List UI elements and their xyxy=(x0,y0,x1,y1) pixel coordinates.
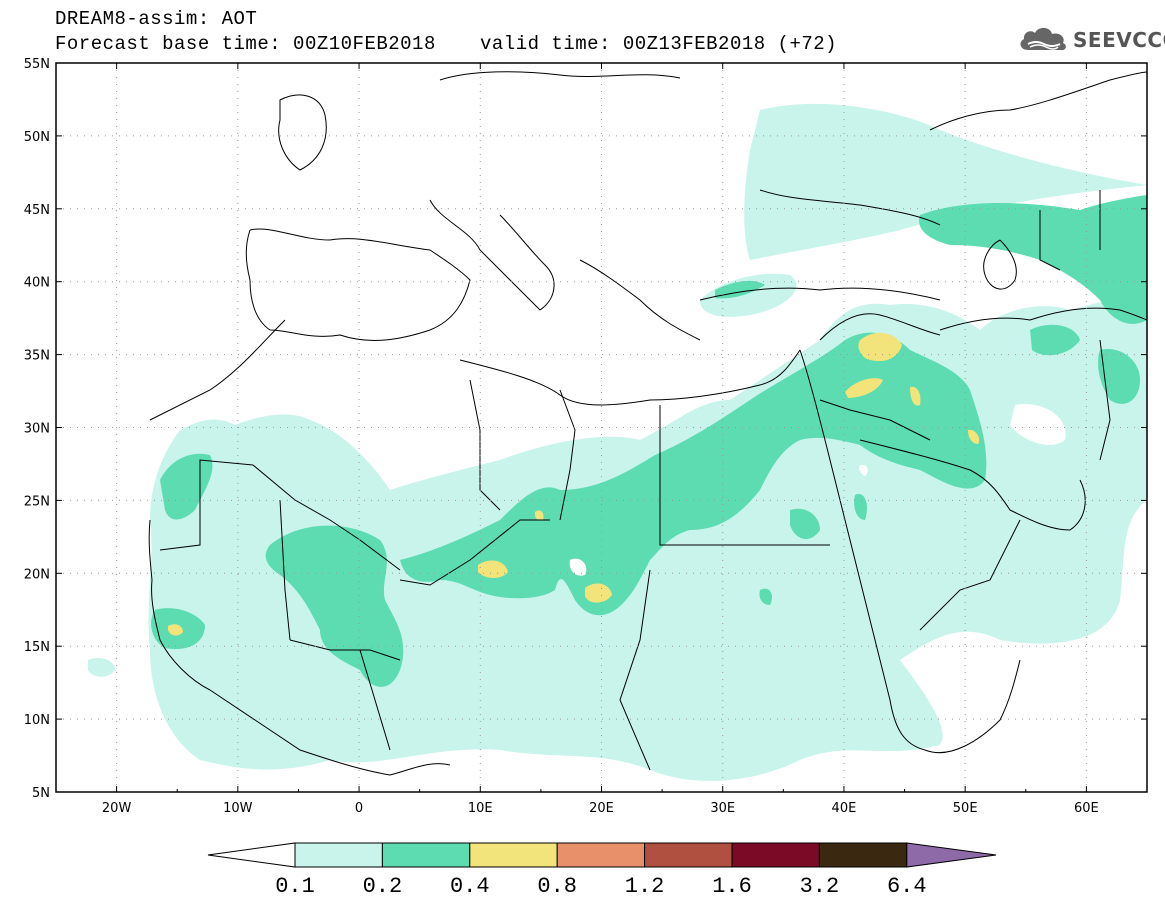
lat-label: 30N xyxy=(24,422,50,437)
colorbar-over-arrow xyxy=(906,842,997,868)
lon-label: 50E xyxy=(953,801,978,816)
lon-label: 30E xyxy=(710,801,735,816)
colorbar-box xyxy=(818,842,908,868)
lat-label: 35N xyxy=(24,349,50,364)
lon-label: 20W xyxy=(102,801,132,816)
cloud-icon xyxy=(1020,27,1066,51)
lat-label: 40N xyxy=(24,276,50,291)
lon-label: 10E xyxy=(468,801,493,816)
aot-clear-areas xyxy=(569,404,1066,576)
coastlines-borders xyxy=(148,71,1147,776)
colorbar-label: 6.4 xyxy=(887,874,927,899)
latitude-axis: 55N 50N 45N 40N 35N 30N 25N 20N 15N 10N 5N xyxy=(24,57,1147,801)
lon-label: 0 xyxy=(355,801,363,816)
lon-label: 40E xyxy=(832,801,857,816)
colorbar-label: 0.1 xyxy=(275,874,315,899)
lat-label: 55N xyxy=(24,57,50,72)
lat-label: 25N xyxy=(24,494,50,509)
lat-label: 5N xyxy=(32,786,50,801)
lat-label: 15N xyxy=(24,640,50,655)
lat-label: 45N xyxy=(24,203,50,218)
aot-level-0.2 xyxy=(151,195,1147,687)
longitude-axis: 20W 10W 0 10E 20E 30E 40E 50E 60E xyxy=(55,63,1148,816)
colorbar-label: 0.8 xyxy=(537,874,577,899)
aot-contours xyxy=(88,103,1147,781)
colorbar-label: 1.2 xyxy=(625,874,665,899)
colorbar-label: 3.2 xyxy=(800,874,840,899)
lon-label: 20E xyxy=(589,801,614,816)
colorbar-box xyxy=(381,842,471,868)
base-time: Forecast base time: 00Z10FEB2018 xyxy=(55,33,436,55)
lat-label: 50N xyxy=(24,130,50,145)
seevccc-logo: SEEVCCC xyxy=(1018,24,1165,54)
aot-level-0.1 xyxy=(88,103,1147,781)
graticule xyxy=(56,63,1147,792)
valid-time: valid time: 00Z13FEB2018 (+72) xyxy=(480,33,838,55)
colorbar-box xyxy=(731,842,820,868)
aot-level-0.4 xyxy=(168,332,980,636)
lat-label: 10N xyxy=(24,713,50,728)
colorbar-box xyxy=(644,842,733,868)
lat-label: 20N xyxy=(24,567,50,582)
lon-label: 60E xyxy=(1074,801,1099,816)
colorbar-label: 1.6 xyxy=(712,874,752,899)
colorbar-box xyxy=(294,842,383,868)
colorbar-box xyxy=(556,842,646,868)
colorbar-box xyxy=(469,842,558,868)
map-title: DREAM8-assim: AOT xyxy=(55,8,258,30)
colorbar-under-arrow xyxy=(207,842,296,868)
colorbar-label: 0.2 xyxy=(363,874,403,899)
logo-text: SEEVCCC xyxy=(1073,28,1165,52)
colorbar-label: 0.4 xyxy=(450,874,490,899)
lon-label: 10W xyxy=(223,801,253,816)
forecast-times: Forecast base time: 00Z10FEB2018 valid ti… xyxy=(55,33,837,55)
colorbar: 0.1 0.2 0.4 0.8 1.2 1.6 3.2 6.4 xyxy=(207,842,997,899)
